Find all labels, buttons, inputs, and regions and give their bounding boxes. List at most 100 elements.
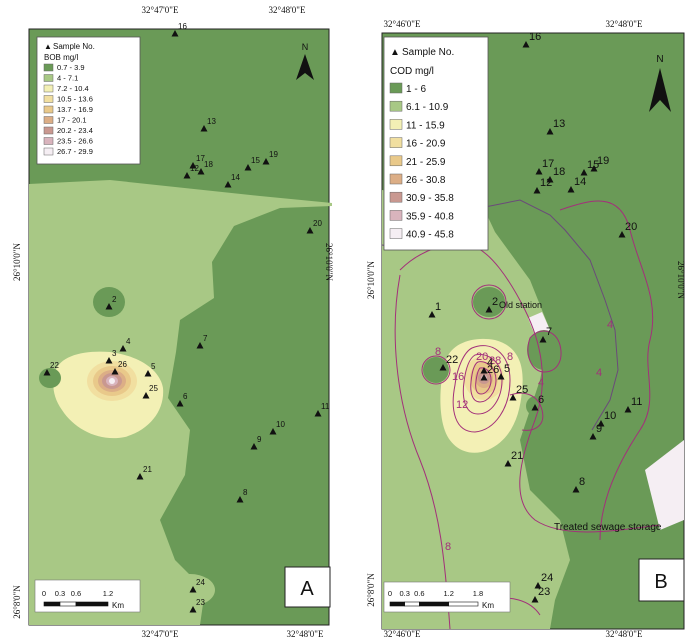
sample-point-marker [314, 410, 322, 417]
scale-tick-label: 0 [388, 589, 392, 598]
sample-point-label: 13 [553, 118, 565, 130]
map-a-bottom-coord-1: 32°47'0"E [142, 629, 179, 639]
map-b-contours [394, 200, 661, 630]
scale-tick-label: 0 [42, 589, 46, 598]
sample-point-label: 21 [511, 450, 523, 462]
sample-point-label: 7 [546, 326, 552, 338]
sample-point-label: 11 [631, 396, 642, 408]
sample-point-label: 17 [542, 158, 554, 170]
map-a-top-coord-2: 32°48'0"E [269, 5, 306, 15]
sample-point-label: 9 [257, 435, 262, 444]
map-a-north-arrow: N [296, 42, 314, 80]
contour-label: 28 [489, 355, 501, 367]
contour-label: 8 [435, 346, 441, 358]
sample-point-marker [546, 128, 554, 135]
legend-class-label: 0.7 - 3.9 [57, 63, 85, 72]
scale-bar-segment [43, 601, 61, 607]
map-a-points: 2345678910111213141516171819202122232425… [43, 22, 330, 613]
map-b-scale-bar: 0 0.3 0.6 1.2 1.8 Km [383, 581, 511, 613]
scale-bar-segment [75, 601, 109, 607]
sample-point-label: 18 [553, 166, 565, 178]
map-a-bottom-coord-2: 32°48'0"E [287, 629, 324, 639]
legend-swatch [43, 95, 54, 103]
sample-point-marker [136, 473, 144, 480]
legend-swatch [43, 147, 54, 156]
legend-class-label: 6.1 - 10.9 [406, 102, 449, 113]
sample-point-label: 13 [207, 117, 216, 126]
sample-point-label: 24 [541, 572, 553, 584]
sample-point-marker [485, 306, 493, 313]
sample-point-label: 23 [196, 598, 205, 607]
map-b-legend-classes: 1 - 6 6.1 - 10.9 11 - 15.9 16 - 20.9 21 - 25… [389, 82, 454, 241]
sample-point-marker [236, 496, 244, 503]
scale-tick-label: 1.2 [103, 589, 113, 598]
sample-point-marker [200, 125, 208, 132]
sample-point-label: 19 [597, 155, 609, 167]
sample-point-marker [306, 227, 314, 234]
sample-point-marker [567, 186, 575, 193]
sample-point-label: 20 [313, 219, 322, 228]
legend-swatch [389, 228, 403, 239]
map-a-blob-22 [39, 368, 61, 388]
sample-point-label: 14 [574, 176, 586, 188]
legend-class-label: 26.7 - 29.9 [57, 147, 93, 156]
contour-label: 4 [607, 319, 613, 331]
legend-class-label: 21 - 25.9 [406, 157, 446, 168]
legend-swatch [389, 210, 403, 221]
sample-point-marker [618, 231, 626, 238]
sample-point-marker [244, 164, 252, 171]
sample-point-label: 14 [231, 173, 240, 182]
sample-point-label: 19 [269, 150, 278, 159]
scale-tick-label: 0.6 [414, 589, 424, 598]
sample-point-label: 4 [126, 337, 131, 346]
scale-bar-segment [389, 601, 405, 607]
scale-tick-label: 1.2 [443, 589, 453, 598]
sample-point-label: 25 [516, 384, 528, 396]
map-b-legend-sample-mark: ▲ [390, 47, 400, 58]
sample-point-marker [624, 406, 632, 413]
sample-point-marker [183, 172, 191, 179]
sample-point-label: 20 [625, 221, 637, 233]
legend-class-label: 30.9 - 35.8 [406, 193, 454, 204]
map-b-points: 1 24 5678910111213141516171819202122232425… [428, 31, 642, 603]
sample-point-label: 25 [149, 384, 158, 393]
map-a-scale-bar: 0 0.3 0.6 1.2 Km [34, 579, 141, 613]
sample-point-marker [43, 369, 51, 376]
map-a-right-coord-1: 26°10'0"N [324, 243, 334, 281]
map-panel-b: 8 16 12 20 28 8 4 4 8 4 Old station Treated sewag… [360, 0, 686, 641]
legend-class-label: 20.2 - 23.4 [57, 126, 93, 135]
map-a-left-coord-2: 26°8'0"N [12, 585, 22, 619]
sample-point-label: 22 [446, 354, 458, 366]
contour-label: 20 [476, 351, 488, 363]
map-a-legend [36, 36, 141, 165]
scale-bar-segment [419, 601, 449, 607]
legend-swatch [389, 191, 403, 203]
map-b-old-station-label: Old station [499, 300, 542, 310]
sample-point-label: 10 [604, 410, 616, 422]
sample-point-marker [262, 158, 270, 165]
sample-point-marker [531, 404, 539, 411]
legend-swatch [389, 173, 403, 185]
map-a-left-coord-1: 26°10'0"N [12, 243, 22, 281]
legend-class-label: 4 - 7.1 [57, 74, 78, 83]
sample-point-marker [439, 364, 447, 371]
contour-label: 16 [452, 371, 464, 383]
map-b-scale-unit: Km [482, 601, 494, 610]
legend-class-label: 16 - 20.9 [406, 139, 446, 150]
sample-point-marker [480, 374, 488, 381]
sample-point-marker [589, 433, 597, 440]
sample-point-marker [111, 368, 119, 375]
sample-point-marker [144, 370, 152, 377]
legend-swatch [43, 116, 54, 124]
legend-class-label: 35.9 - 40.8 [406, 211, 454, 222]
map-b-bottom-coord-1: 32°46'0"E [384, 629, 421, 639]
map-a-legend-classes: 0.7 - 3.9 4 - 7.17.2 - 10.4 10.5 - 13.613.… [43, 63, 93, 156]
sample-point-marker [572, 486, 580, 493]
scale-bar-segment [404, 601, 420, 607]
sample-point-marker [580, 169, 588, 176]
sample-point-marker [522, 41, 530, 48]
legend-swatch [389, 82, 403, 94]
sample-point-label: 4 [487, 357, 493, 369]
sample-point-marker [546, 176, 554, 183]
sample-point-marker [224, 181, 232, 188]
